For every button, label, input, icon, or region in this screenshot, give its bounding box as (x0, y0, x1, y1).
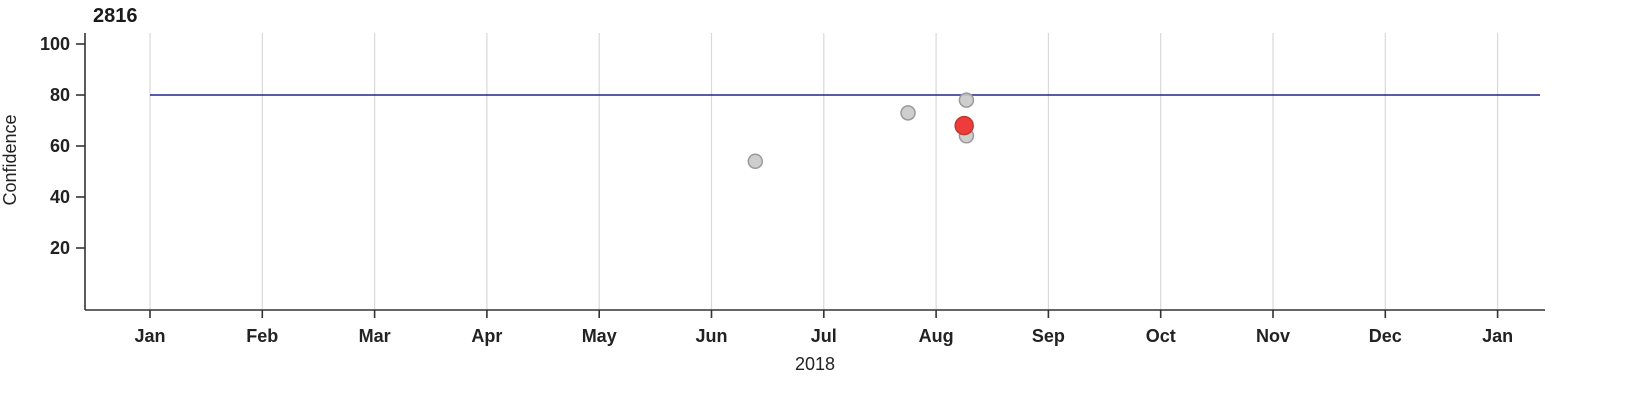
y-tick-label: 40 (50, 187, 70, 207)
x-tick-label: Dec (1369, 326, 1402, 346)
x-tick-label: Jan (1482, 326, 1513, 346)
data-point[interactable] (747, 153, 764, 170)
y-axis-label: Confidence (0, 114, 20, 205)
x-tick-label: Jun (695, 326, 727, 346)
x-tick-label: Sep (1032, 326, 1065, 346)
x-tick-label: Nov (1256, 326, 1290, 346)
y-tick-label: 80 (50, 85, 70, 105)
y-tick-label: 60 (50, 136, 70, 156)
data-point[interactable] (958, 92, 975, 108)
x-axis-label: 2018 (795, 354, 835, 374)
data-point[interactable] (900, 105, 916, 121)
x-tick-label: Jul (811, 326, 837, 346)
highlighted-point[interactable] (954, 115, 974, 136)
chart-title: 2816 (93, 5, 138, 27)
x-tick-label: Aug (919, 326, 954, 346)
x-tick-label: Apr (471, 326, 502, 346)
x-tick-label: Feb (246, 326, 278, 346)
x-tick-label: Mar (359, 326, 391, 346)
x-tick-label: Oct (1146, 326, 1176, 346)
x-tick-label: May (582, 326, 617, 346)
y-tick-label: 100 (40, 34, 70, 54)
y-tick-label: 20 (50, 238, 70, 258)
x-tick-label: Jan (134, 326, 165, 346)
